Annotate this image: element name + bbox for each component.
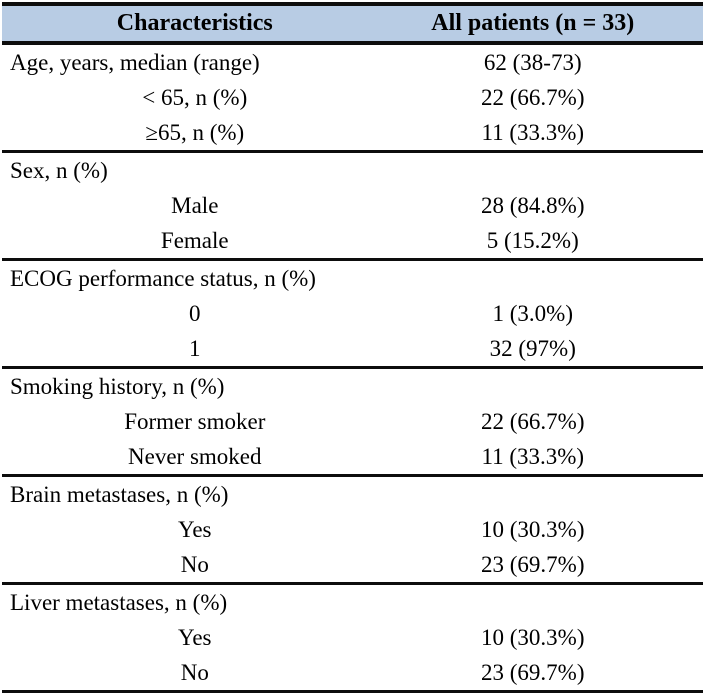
- table-section: Sex, n (%) Male 28 (84.8%) Female 5 (15.2%): [2, 153, 703, 261]
- table-row: Brain metastases, n (%): [2, 477, 703, 512]
- table-row: 1 32 (97%): [2, 331, 703, 366]
- patient-value-cell: 28 (84.8%): [481, 193, 585, 218]
- characteristic-category-label: ECOG performance status, n (%): [10, 266, 316, 291]
- table-row: < 65, n (%) 22 (66.7%): [2, 80, 703, 115]
- characteristic-category-label: Sex, n (%): [10, 158, 108, 183]
- table-section: Brain metastases, n (%) Yes 10 (30.3%) No 23…: [2, 477, 703, 585]
- table-header-row: Characteristics All patients (n = 33): [2, 6, 703, 45]
- characteristic-sub-label: Yes: [178, 517, 212, 542]
- characteristic-category-label: Age, years, median (range): [10, 50, 260, 75]
- characteristic-sub-label: < 65, n (%): [142, 85, 248, 110]
- characteristic-sub-label: Former smoker: [124, 409, 266, 434]
- characteristic-sub-label: No: [180, 660, 209, 685]
- table-row: No 23 (69.7%): [2, 655, 703, 690]
- patient-value-cell: 5 (15.2%): [486, 228, 579, 253]
- table-section: Age, years, median (range) 62 (38-73) < 65…: [2, 45, 703, 153]
- table-row: Never smoked 11 (33.3%): [2, 439, 703, 474]
- table-row: 0 1 (3.0%): [2, 296, 703, 331]
- characteristic-sub-label: 1: [189, 336, 201, 361]
- characteristic-sub-label: Female: [160, 228, 229, 253]
- characteristic-sub-label: Male: [171, 193, 219, 218]
- characteristic-sub-label: Never smoked: [128, 444, 262, 469]
- table-row: Smoking history, n (%): [2, 369, 703, 404]
- table-row: Female 5 (15.2%): [2, 223, 703, 258]
- table-row: Liver metastases, n (%): [2, 585, 703, 620]
- table-row: ≥65, n (%) 11 (33.3%): [2, 115, 703, 150]
- characteristic-category-label: Liver metastases, n (%): [10, 590, 228, 615]
- patient-value-cell: 62 (38-73): [483, 50, 582, 75]
- characteristic-sub-label: 0: [189, 301, 201, 326]
- patient-value-cell: 23 (69.7%): [481, 552, 585, 577]
- characteristic-sub-label: ≥65, n (%): [145, 120, 245, 145]
- patient-value-cell: 10 (30.3%): [481, 625, 585, 650]
- patient-value-cell: 11 (33.3%): [481, 120, 585, 145]
- table-row: Sex, n (%): [2, 153, 703, 188]
- table-section: Smoking history, n (%) Former smoker 22 (6…: [2, 369, 703, 477]
- characteristic-category-label: Smoking history, n (%): [10, 374, 225, 399]
- patient-value-cell: 10 (30.3%): [481, 517, 585, 542]
- table-section: ECOG performance status, n (%) 0 1 (3.0%) 1…: [2, 261, 703, 369]
- patient-value-cell: 32 (97%): [489, 336, 576, 361]
- patient-value-cell: 22 (66.7%): [481, 85, 585, 110]
- table-row: Age, years, median (range) 62 (38-73): [2, 45, 703, 80]
- table-row: Former smoker 22 (66.7%): [2, 404, 703, 439]
- table-row: ECOG performance status, n (%): [2, 261, 703, 296]
- table-row: Yes 10 (30.3%): [2, 512, 703, 547]
- header-cell-all-patients: All patients (n = 33): [431, 10, 635, 36]
- patient-value-cell: 23 (69.7%): [481, 660, 585, 685]
- patient-value-cell: 11 (33.3%): [481, 444, 585, 469]
- table-row: Yes 10 (30.3%): [2, 620, 703, 655]
- table-section: Liver metastases, n (%) Yes 10 (30.3%) No 23…: [2, 585, 703, 690]
- header-cell-characteristics: Characteristics: [116, 10, 273, 36]
- patient-value-cell: 1 (3.0%): [492, 301, 573, 326]
- table-row: Male 28 (84.8%): [2, 188, 703, 223]
- table-row: No 23 (69.7%): [2, 547, 703, 582]
- table-body: Age, years, median (range) 62 (38-73) < 65…: [2, 45, 703, 690]
- characteristic-sub-label: No: [180, 552, 209, 577]
- characteristic-category-label: Brain metastases, n (%): [10, 482, 229, 507]
- patient-value-cell: 22 (66.7%): [481, 409, 585, 434]
- characteristic-sub-label: Yes: [178, 625, 212, 650]
